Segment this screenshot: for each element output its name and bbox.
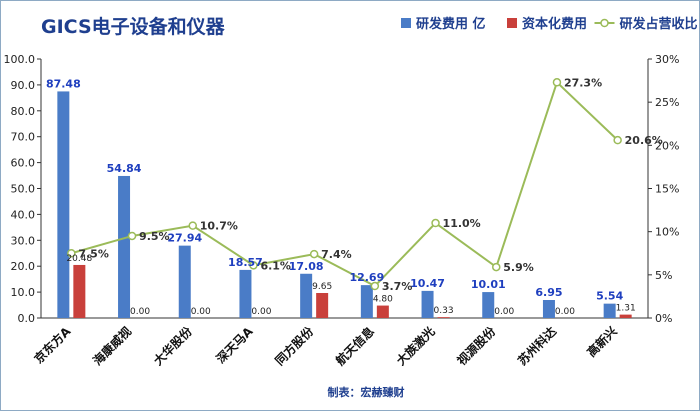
capitalized-expense-bar <box>619 314 632 318</box>
y-right-tick-label: 10% <box>655 226 679 239</box>
x-tick-label: 苏州科达 <box>515 324 560 369</box>
y-left-tick-label: 30.0 <box>11 234 36 247</box>
rd-ratio-label: 11.0% <box>443 217 481 230</box>
rd-ratio-label: 7.5% <box>78 247 109 260</box>
capitalized-expense-label: 4.80 <box>373 295 393 305</box>
rd-expense-bar <box>118 175 131 318</box>
rd-expense-label: 12.69 <box>349 271 384 284</box>
x-tick-label: 大族激光 <box>393 324 438 369</box>
legend-swatch <box>507 18 517 28</box>
rd-expense-label: 6.95 <box>535 286 562 299</box>
y-left-tick-label: 0.0 <box>18 312 36 325</box>
rd-ratio-label: 5.9% <box>503 261 534 274</box>
x-tick-label: 视源股份 <box>454 323 499 368</box>
rd-expense-bar <box>300 273 313 318</box>
y-right-tick-label: 5% <box>655 269 672 282</box>
legend-swatch <box>401 18 411 28</box>
rd-ratio-marker <box>188 221 197 230</box>
rd-ratio-label: 20.6% <box>625 134 663 147</box>
capitalized-expense-label: 0.00 <box>555 307 575 317</box>
rd-ratio-label: 10.7% <box>200 220 238 233</box>
capitalized-expense-label: 0.00 <box>130 307 150 317</box>
y-left-tick-label: 20.0 <box>11 260 36 273</box>
capitalized-expense-bar <box>376 305 389 318</box>
chart-bars <box>57 91 632 318</box>
rd-expense-label: 17.08 <box>289 260 324 273</box>
y-left-tick-label: 60.0 <box>11 157 36 170</box>
rd-ratio-line <box>71 80 619 288</box>
rd-expense-bar <box>239 269 252 318</box>
capitalized-expense-label: 0.00 <box>494 307 514 317</box>
x-tick-label: 大华股份 <box>150 323 195 368</box>
x-tick-label: 高新兴 <box>584 324 620 360</box>
rd-expense-bar <box>360 285 373 318</box>
capitalized-expense-label: 0.00 <box>251 307 271 317</box>
y-right-tick-label: 30% <box>655 53 679 66</box>
chart-title: GICS电子设备和仪器 <box>41 15 226 38</box>
legend-label: 研发占营收比 <box>620 16 698 32</box>
chart-data-labels: 87.48 54.84 27.94 18.57 17.08 12.69 10.47 10.01… <box>46 76 663 317</box>
capitalized-expense-label: 0.33 <box>434 306 454 316</box>
y-left-tick-label: 90.0 <box>11 79 36 92</box>
rd-ratio-label: 7.4% <box>321 248 352 261</box>
chart-axes: 0.0 10.0 20.0 30.0 40.0 50.0 60.0 70.0 80.0 90.0 1… <box>4 53 680 368</box>
capitalized-expense-label: 20.48 <box>66 254 92 264</box>
rd-expense-bar <box>421 290 434 318</box>
y-left-tick-label: 70.0 <box>11 131 36 144</box>
rd-ratio-marker <box>127 231 137 241</box>
rd-ratio-marker <box>67 249 76 258</box>
source-note: 制表：宏赫臻财 <box>328 385 405 399</box>
rd-ratio-marker <box>492 262 501 272</box>
y-right-tick-label: 25% <box>655 96 679 109</box>
rd-ratio-marker <box>613 135 622 145</box>
rd-expense-label: 27.94 <box>167 232 202 245</box>
y-right-tick-label: 15% <box>655 183 679 196</box>
capitalized-expense-bar <box>73 264 86 318</box>
rd-expense-label: 54.84 <box>107 162 142 175</box>
rd-ratio-label: 9.5% <box>139 230 170 243</box>
rd-ratio-label: 27.3% <box>564 76 602 89</box>
rd-ratio-marker <box>370 281 380 291</box>
rd-ratio-marker <box>309 249 319 259</box>
capitalized-expense-label: 0.00 <box>191 307 211 317</box>
rd-expense-bar <box>482 292 495 318</box>
capitalized-expense-bar <box>316 293 329 318</box>
capitalized-expense-bar <box>437 317 450 318</box>
rd-ratio-marker <box>431 218 440 228</box>
x-tick-label: 海康威视 <box>90 324 135 369</box>
capitalized-expense-label: 9.65 <box>312 282 332 292</box>
rd-expense-bar <box>57 91 70 318</box>
rd-ratio-label: 6.1% <box>260 259 291 272</box>
rd-expense-label: 5.54 <box>596 290 623 303</box>
y-left-tick-label: 10.0 <box>11 286 36 299</box>
x-tick-label: 京东方A <box>31 323 74 366</box>
capitalized-expense-label: 1.31 <box>616 304 636 314</box>
y-left-tick-label: 100.0 <box>4 53 36 66</box>
y-left-tick-label: 50.0 <box>11 183 36 196</box>
rd-expense-label: 10.01 <box>471 278 506 291</box>
legend-swatch-marker <box>600 18 609 28</box>
rd-expense-bar <box>178 245 191 318</box>
y-left-tick-label: 80.0 <box>11 105 36 118</box>
rd-ratio-label: 3.7% <box>382 280 413 293</box>
rd-expense-label: 10.47 <box>410 277 445 290</box>
chart-line <box>67 78 622 291</box>
x-tick-label: 深天马A <box>213 323 256 366</box>
rd-expense-bar <box>603 303 616 318</box>
rd-ratio-marker <box>552 78 562 87</box>
rd-ratio-marker <box>249 261 258 270</box>
y-left-tick-label: 40.0 <box>11 208 36 221</box>
y-right-tick-label: 20% <box>655 139 679 152</box>
rd-expense-bar <box>542 299 555 318</box>
legend-label: 研发费用 亿 <box>416 16 486 32</box>
rd-expense-label: 18.57 <box>228 256 263 269</box>
x-tick-label: 航天信息 <box>332 324 377 369</box>
rd-expense-label: 87.48 <box>46 77 81 90</box>
chart-legend: 研发费用 亿 资本化费用 研发占营收比 <box>401 16 698 32</box>
legend-label: 资本化费用 <box>522 16 587 32</box>
x-tick-label: 同方股份 <box>272 323 317 368</box>
y-right-tick-label: 0% <box>655 312 672 325</box>
